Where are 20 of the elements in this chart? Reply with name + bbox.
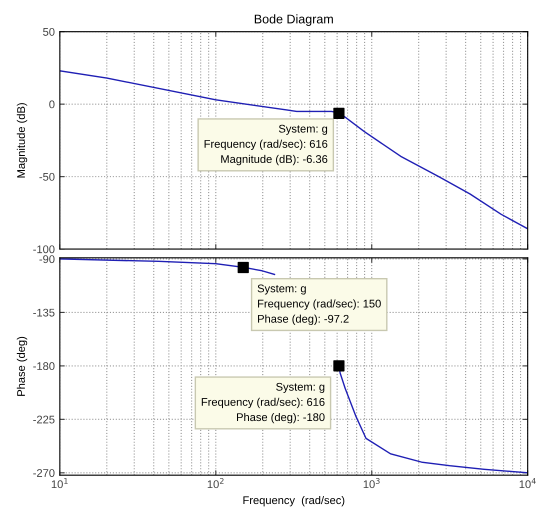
annotation: System: g Frequency (rad/sec): 150 Phase (deg): -97.2 — [258, 284, 381, 325]
x-tick-label: 10$^{2}$ — [208, 478, 224, 488]
annotation: System: g Frequency (rad/sec): 616 Magnitude (dB): -6.36 — [204, 124, 328, 166]
y-tick-label: 50 — [43, 28, 55, 36]
y-tick-label: -180 — [33, 362, 55, 370]
x-tick-label: 10$^{3}$ — [364, 478, 380, 488]
x-axis-title: Frequency (rad/sec) — [243, 496, 344, 506]
y-tick-label: 0 — [49, 100, 55, 108]
y-tick-label: -270 — [33, 469, 55, 477]
y-axis-title: Magnitude (dB) — [16, 103, 28, 178]
y-tick-label: -50 — [39, 172, 55, 181]
y-tick-label: -90 — [39, 255, 55, 264]
y-tick-label: -100 — [33, 245, 55, 254]
y-axis-title: Phase (deg) — [16, 336, 28, 396]
x-tick-label: 10$^{4}$ — [520, 478, 536, 488]
chart-title: Bode Diagram — [254, 14, 333, 26]
y-tick-label: -135 — [33, 308, 55, 317]
x-tick-label: 10$^{1}$ — [52, 478, 68, 488]
annotation: System: g Frequency (rad/sec): 616 Phase (deg): -180 — [202, 382, 325, 424]
y-tick-label: -225 — [33, 416, 55, 424]
